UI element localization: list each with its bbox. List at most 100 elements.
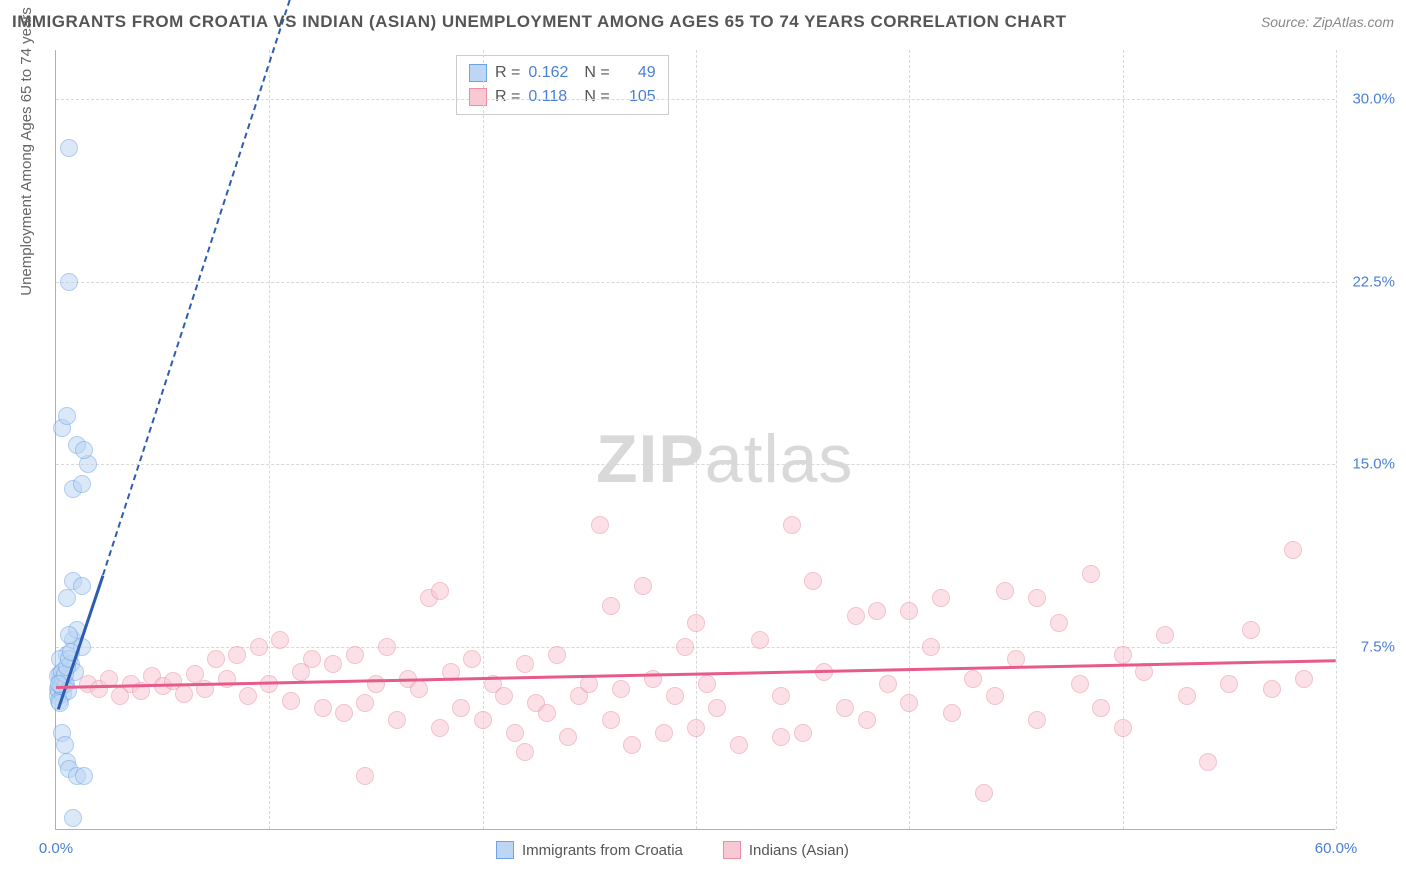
scatter-point: [250, 638, 268, 656]
scatter-point: [218, 670, 236, 688]
scatter-point: [1028, 711, 1046, 729]
scatter-point: [1050, 614, 1068, 632]
scatter-point: [516, 743, 534, 761]
legend-N-value: 105: [618, 85, 656, 109]
legend-series-name: Immigrants from Croatia: [522, 842, 683, 859]
scatter-point: [73, 475, 91, 493]
scatter-point: [1295, 670, 1313, 688]
scatter-point: [1199, 753, 1217, 771]
scatter-point: [708, 699, 726, 717]
scatter-point: [1242, 621, 1260, 639]
scatter-point: [1156, 626, 1174, 644]
scatter-point: [655, 724, 673, 742]
gridline-v: [1336, 50, 1337, 829]
legend-series-name: Indians (Asian): [749, 842, 849, 859]
legend-swatch: [723, 841, 741, 859]
legend-swatch: [469, 88, 487, 106]
scatter-point: [612, 680, 630, 698]
scatter-point: [559, 728, 577, 746]
scatter-point: [783, 516, 801, 534]
scatter-point: [324, 655, 342, 673]
scatter-point: [836, 699, 854, 717]
plot-area: ZIPatlas R =0.162N =49R =0.118N =105 Imm…: [55, 50, 1335, 830]
legend-swatch: [469, 64, 487, 82]
scatter-point: [228, 646, 246, 664]
scatter-point: [474, 711, 492, 729]
scatter-point: [794, 724, 812, 742]
scatter-point: [75, 767, 93, 785]
y-tick-label: 30.0%: [1340, 90, 1395, 107]
scatter-point: [431, 719, 449, 737]
legend-R-label: R =: [495, 85, 520, 109]
scatter-point: [964, 670, 982, 688]
scatter-point: [1114, 646, 1132, 664]
scatter-point: [687, 614, 705, 632]
scatter-point: [282, 692, 300, 710]
watermark-light: atlas: [705, 421, 854, 497]
y-tick-label: 22.5%: [1340, 273, 1395, 290]
scatter-point: [335, 704, 353, 722]
scatter-point: [1178, 687, 1196, 705]
scatter-point: [804, 572, 822, 590]
scatter-point: [986, 687, 1004, 705]
scatter-point: [346, 646, 364, 664]
scatter-point: [1082, 565, 1100, 583]
legend-N-value: 49: [618, 61, 656, 85]
scatter-point: [271, 631, 289, 649]
y-tick-label: 15.0%: [1340, 456, 1395, 473]
scatter-point: [58, 407, 76, 425]
legend-N-label: N =: [584, 85, 609, 109]
gridline-v: [696, 50, 697, 829]
scatter-point: [175, 685, 193, 703]
scatter-point: [452, 699, 470, 717]
scatter-point: [879, 675, 897, 693]
scatter-point: [666, 687, 684, 705]
trend-line-dashed: [102, 0, 377, 575]
scatter-point: [516, 655, 534, 673]
scatter-point: [207, 650, 225, 668]
legend-series: Immigrants from Croatia Indians (Asian): [496, 841, 849, 859]
scatter-point: [60, 139, 78, 157]
scatter-point: [868, 602, 886, 620]
y-axis-title: Unemployment Among Ages 65 to 74 years: [18, 7, 35, 296]
legend-correlation-box: R =0.162N =49R = 0.118 N = 105: [456, 55, 669, 115]
scatter-point: [1263, 680, 1281, 698]
scatter-point: [932, 589, 950, 607]
source-label: Source: ZipAtlas.com: [1261, 14, 1394, 30]
scatter-point: [463, 650, 481, 668]
scatter-point: [73, 577, 91, 595]
scatter-point: [847, 607, 865, 625]
scatter-point: [687, 719, 705, 737]
gridline-v: [1123, 50, 1124, 829]
legend-series-item: Indians (Asian): [723, 841, 849, 859]
scatter-point: [538, 704, 556, 722]
scatter-point: [602, 597, 620, 615]
legend-swatch: [496, 841, 514, 859]
scatter-point: [1028, 589, 1046, 607]
scatter-point: [900, 694, 918, 712]
scatter-point: [975, 784, 993, 802]
scatter-point: [64, 809, 82, 827]
scatter-point: [900, 602, 918, 620]
scatter-point: [772, 687, 790, 705]
scatter-point: [303, 650, 321, 668]
legend-R-value: 0.118: [528, 85, 576, 109]
scatter-point: [1092, 699, 1110, 717]
scatter-point: [367, 675, 385, 693]
scatter-point: [676, 638, 694, 656]
watermark: ZIPatlas: [596, 420, 853, 498]
legend-row: R = 0.118 N = 105: [469, 85, 656, 109]
scatter-point: [1220, 675, 1238, 693]
scatter-point: [506, 724, 524, 742]
scatter-point: [623, 736, 641, 754]
legend-row: R =0.162N =49: [469, 61, 656, 85]
scatter-point: [239, 687, 257, 705]
scatter-point: [58, 589, 76, 607]
y-tick-label: 7.5%: [1340, 639, 1395, 656]
scatter-point: [75, 441, 93, 459]
scatter-point: [591, 516, 609, 534]
gridline-v: [269, 50, 270, 829]
legend-R-value: 0.162: [528, 61, 576, 85]
scatter-point: [56, 736, 74, 754]
scatter-point: [858, 711, 876, 729]
